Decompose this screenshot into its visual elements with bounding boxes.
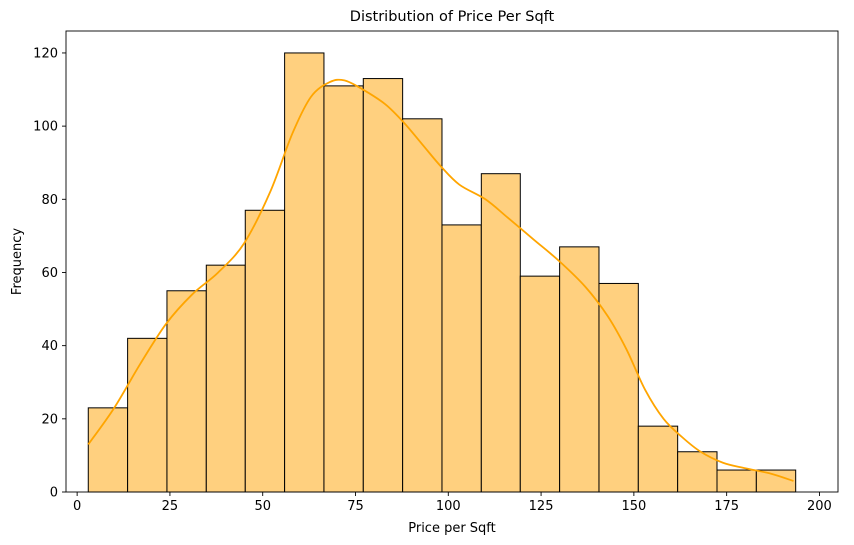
x-tick-label: 100 bbox=[436, 499, 461, 514]
y-tick-label: 120 bbox=[33, 46, 58, 61]
y-tick-label: 40 bbox=[41, 339, 58, 354]
histogram-bar bbox=[244, 209, 286, 493]
histogram-bar bbox=[87, 407, 129, 493]
histogram-bar bbox=[637, 425, 679, 493]
histogram-bar bbox=[598, 282, 639, 493]
histogram-bar bbox=[519, 275, 561, 493]
kde-line bbox=[87, 78, 794, 482]
x-tick-label: 0 bbox=[73, 499, 81, 514]
x-axis-ticks: 0 25 50 75 100 125 150 175 200 bbox=[73, 492, 832, 514]
y-tick-label: 0 bbox=[50, 486, 58, 501]
histogram-bar bbox=[284, 52, 325, 493]
x-tick-label: 125 bbox=[529, 499, 554, 514]
histogram-bar bbox=[323, 85, 364, 493]
x-tick-label: 75 bbox=[347, 499, 364, 514]
plot-frame bbox=[65, 30, 839, 493]
histogram-bar bbox=[559, 246, 600, 493]
histogram-bar bbox=[677, 451, 718, 493]
x-tick-label: 175 bbox=[714, 499, 739, 514]
histogram-bar bbox=[205, 264, 246, 493]
x-tick-label: 150 bbox=[621, 499, 646, 514]
chart-title: Distribution of Price Per Sqft bbox=[350, 9, 555, 25]
histogram-bar bbox=[402, 118, 443, 493]
histogram-bar bbox=[441, 224, 482, 493]
x-tick-label: 50 bbox=[254, 499, 271, 514]
x-tick-label: 200 bbox=[807, 499, 832, 514]
histogram-bar bbox=[127, 337, 168, 493]
y-axis-ticks: 0 20 40 60 80 100 120 bbox=[33, 46, 66, 501]
x-axis-label: Price per Sqft bbox=[408, 521, 496, 536]
histogram-bar bbox=[166, 290, 207, 493]
y-axis-label: Frequency bbox=[10, 228, 25, 295]
y-tick-label: 80 bbox=[41, 193, 58, 208]
histogram-bar bbox=[755, 469, 797, 493]
y-tick-label: 100 bbox=[33, 120, 58, 135]
y-tick-label: 60 bbox=[41, 266, 58, 281]
histogram-bar bbox=[480, 173, 521, 493]
histogram-bar bbox=[362, 78, 404, 493]
x-tick-label: 25 bbox=[162, 499, 179, 514]
histogram-bar bbox=[716, 469, 757, 493]
bars-layer bbox=[87, 52, 797, 493]
y-tick-label: 20 bbox=[41, 412, 58, 427]
